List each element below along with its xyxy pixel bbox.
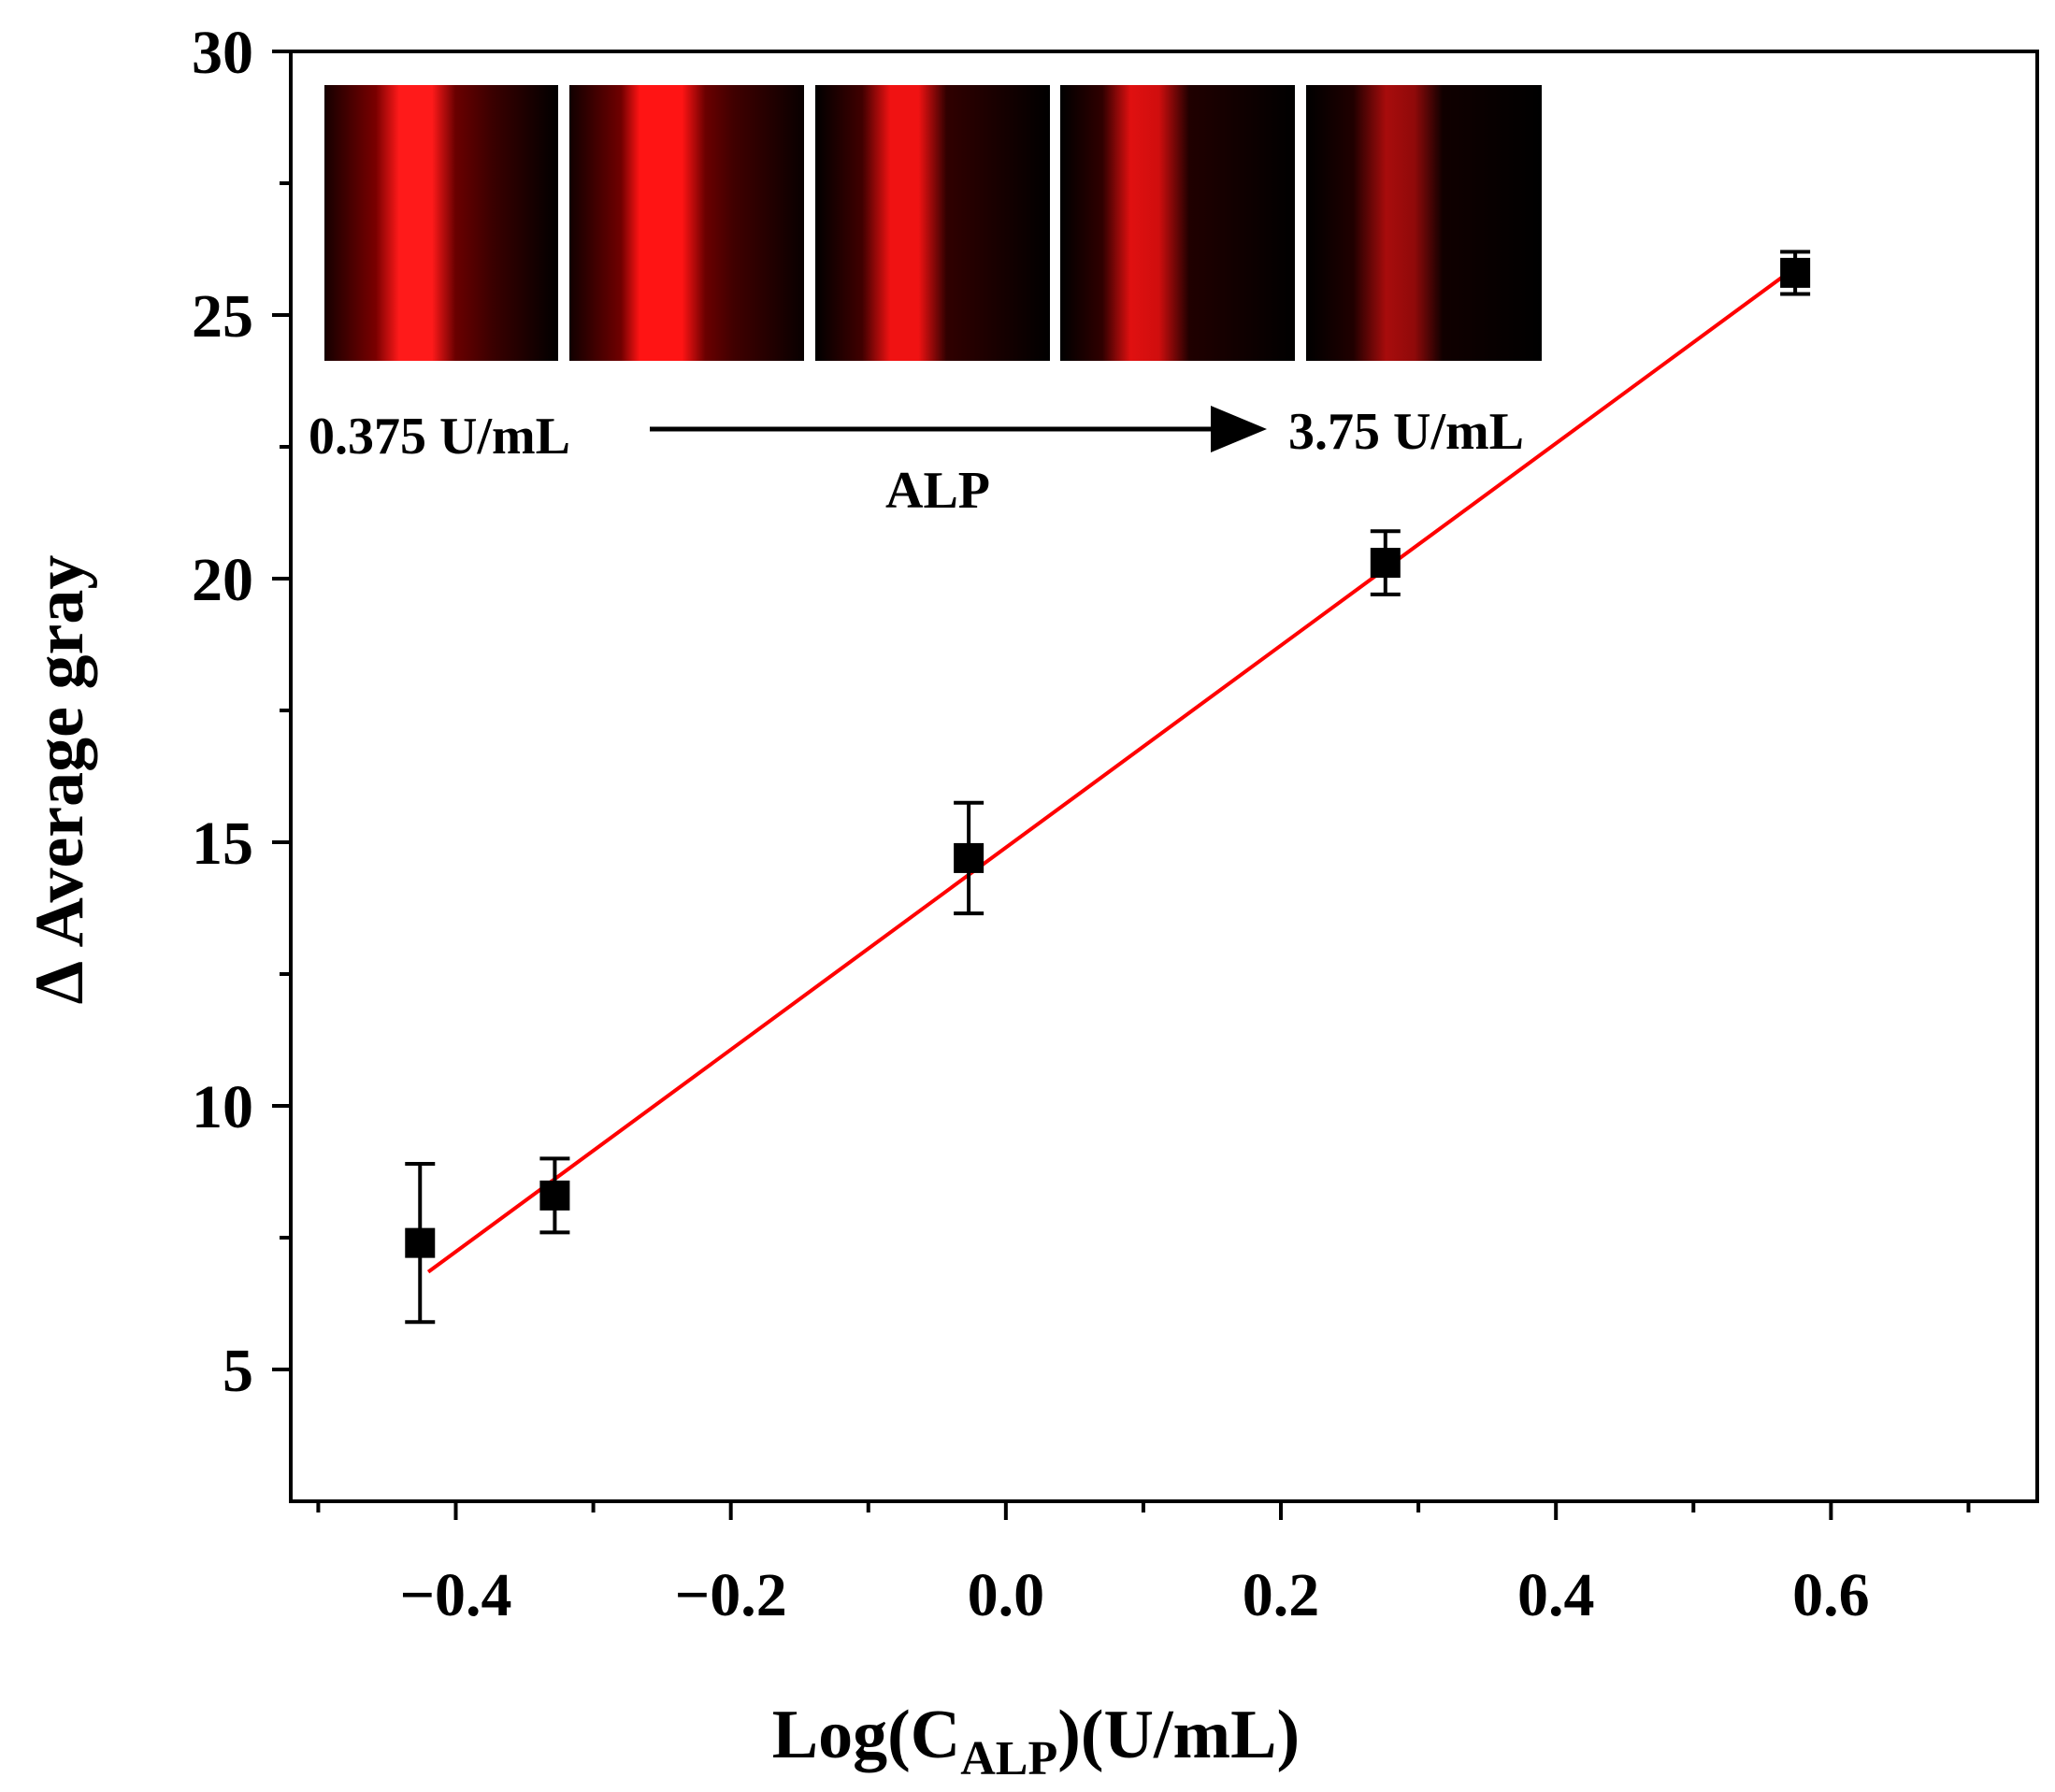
inset-strip-2 xyxy=(569,85,804,361)
x-axis-ticks: −0.4 −0.2 0.0 0.2 0.4 0.6 xyxy=(316,1501,1971,1629)
data-point xyxy=(1370,548,1401,579)
x-axis-title-main: Log(C xyxy=(772,1697,960,1773)
x-axis-title: Log(CALP)(U/mL) xyxy=(772,1697,1300,1785)
data-point xyxy=(954,842,984,873)
inset-strip-3 xyxy=(815,85,1050,361)
x-tick-label: 0.2 xyxy=(1243,1561,1320,1629)
data-point xyxy=(405,1227,436,1258)
inset-strip-4 xyxy=(1060,85,1295,361)
y-tick-label: 15 xyxy=(192,810,253,878)
y-tick-label: 5 xyxy=(223,1337,253,1405)
inset-strip-1 xyxy=(324,85,558,361)
x-tick-label: −0.4 xyxy=(399,1561,511,1629)
y-axis-title: Δ Average gray xyxy=(22,555,98,1005)
inset-strip-images xyxy=(324,85,1542,361)
inset-end-label: 3.75 U/mL xyxy=(1288,403,1524,461)
x-tick-label: 0.0 xyxy=(968,1561,1045,1629)
y-axis-ticks: 5 10 15 20 25 30 xyxy=(192,19,291,1405)
fit-line-group xyxy=(426,265,1797,1274)
x-tick-label: −0.2 xyxy=(675,1561,787,1629)
data-point xyxy=(1780,257,1811,288)
x-axis-title-sub: ALP xyxy=(960,1732,1057,1785)
data-points-group xyxy=(405,250,1811,1325)
y-tick-label: 30 xyxy=(192,19,253,87)
y-tick-label: 20 xyxy=(192,546,253,614)
inset-strip-5 xyxy=(1306,85,1542,361)
fit-line xyxy=(426,265,1797,1274)
y-tick-label: 25 xyxy=(192,282,253,351)
x-tick-label: 0.4 xyxy=(1517,1561,1595,1629)
data-point xyxy=(539,1180,570,1211)
x-axis-title-tail: )(U/mL) xyxy=(1057,1697,1300,1773)
x-tick-label: 0.6 xyxy=(1792,1561,1870,1629)
y-tick-label: 10 xyxy=(192,1073,253,1141)
plot-frame xyxy=(289,50,2039,1503)
inset-arrow-label: ALP xyxy=(885,462,990,520)
inset-start-label: 0.375 U/mL xyxy=(309,408,570,466)
